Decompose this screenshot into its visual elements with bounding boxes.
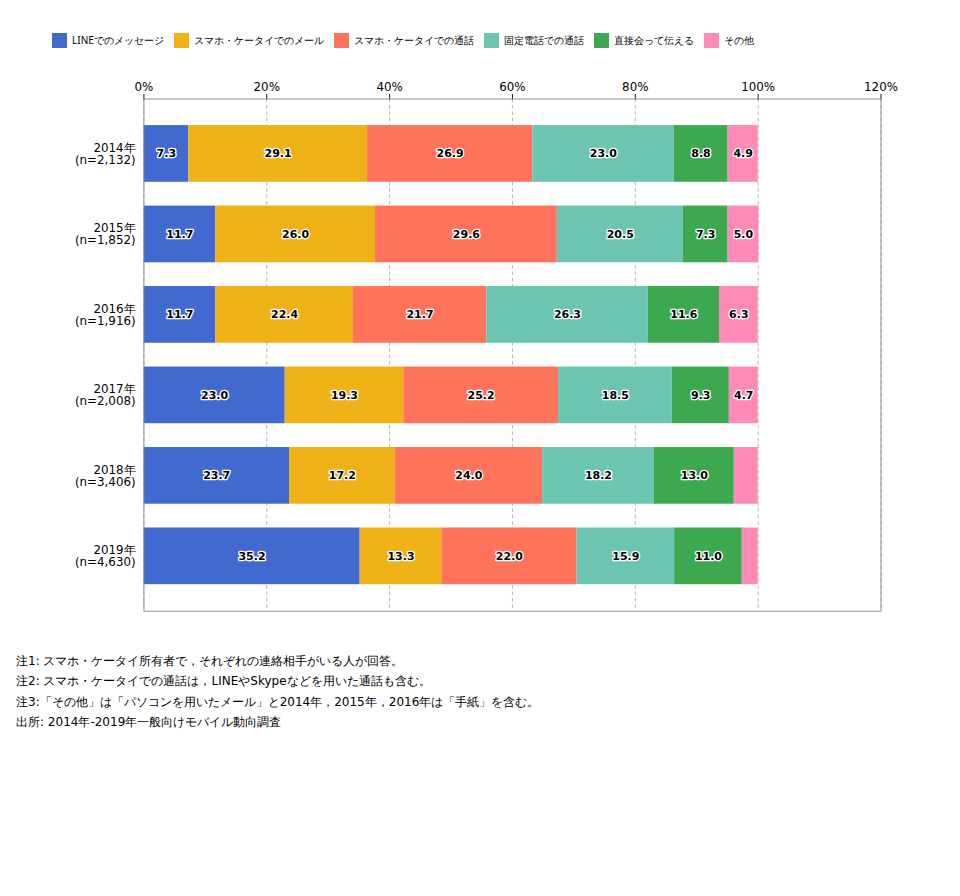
svg-text:18.2: 18.2 [585,469,612,482]
html-text:スマホ・ケータイでのメール: スマホ・ケータイでのメール [193,33,324,47]
svg-text:9.3: 9.3 [691,389,710,402]
svg-text:11.7: 11.7 [166,228,193,241]
svg-text:20%: 20% [254,80,280,94]
svg-text:0%: 0% [134,80,153,94]
svg-text:23.7: 23.7 [203,469,230,482]
svg-text:17.2: 17.2 [329,469,356,482]
svg-text:40%: 40% [376,80,402,94]
html-text:固定電話での通話: 固定電話での通話 [503,33,584,47]
svg-text:2016年(n=1,916): 2016年(n=1,916) [75,302,136,328]
svg-text:22.4: 22.4 [271,308,298,321]
svg-text:2019年(n=4,630): 2019年(n=4,630) [75,543,136,569]
html-text:LINEでのメッセージ: LINEでのメッセージ [72,33,164,47]
svg-text:11.7: 11.7 [166,308,193,321]
svg-text:18.5: 18.5 [602,389,629,402]
svg-text:60%: 60% [499,80,525,94]
svg-text:100%: 100% [741,80,775,94]
html-text:スマホ・ケータイでの通話: スマホ・ケータイでの通話 [353,33,474,47]
svg-text:2015年(n=1,852): 2015年(n=1,852) [75,221,136,247]
svg-text:13.0: 13.0 [681,469,708,482]
svg-text:2018年(n=3,406): 2018年(n=3,406) [75,463,136,489]
svg-text:26.9: 26.9 [437,147,464,160]
svg-text:4.7: 4.7 [734,389,753,402]
svg-text:11.0: 11.0 [695,550,722,563]
svg-text:25.2: 25.2 [468,389,495,402]
svg-text:35.2: 35.2 [238,550,265,563]
svg-text:2014年(n=2,132): 2014年(n=2,132) [75,141,136,167]
svg-text:13.3: 13.3 [387,550,414,563]
svg-text:24.0: 24.0 [455,469,482,482]
svg-text:15.9: 15.9 [612,550,639,563]
svg-text:23.0: 23.0 [590,147,617,160]
html-text:注1: スマホ・ケータイ所有者で，それぞれの連絡相手がいる人: 注1: スマホ・ケータイ所有者で，それぞれの連絡相手がいる人が回答。 [16,654,404,668]
svg-text:8.8: 8.8 [691,147,710,160]
html-text:直接会って伝える: 直接会って伝える [613,33,694,47]
svg-text:11.6: 11.6 [670,308,697,321]
svg-text:22.0: 22.0 [496,550,523,563]
svg-text:19.3: 19.3 [331,389,358,402]
svg-text:5.0: 5.0 [734,228,754,241]
html-text:注3:「その他」は「パソコンを用いたメール」と2014年，2: 注3:「その他」は「パソコンを用いたメール」と2014年，2015年，2016年… [16,694,540,709]
svg-text:26.3: 26.3 [554,308,581,321]
svg-text:7.3: 7.3 [157,147,176,160]
html-text:注2: スマホ・ケータイでの通話は，LINEやSkypeなど: 注2: スマホ・ケータイでの通話は，LINEやSkypeなどを用いた通話も含む。 [16,674,431,689]
html-text:出所: 2014年-2019年一般向けモバイル動向調査: 出所: 2014年-2019年一般向けモバイル動向調査 [16,715,282,730]
svg-text:26.0: 26.0 [282,228,309,241]
svg-text:6.3: 6.3 [729,308,748,321]
svg-text:80%: 80% [622,80,648,94]
svg-text:4.9: 4.9 [733,147,752,160]
svg-text:2017年(n=2,008): 2017年(n=2,008) [75,382,136,408]
svg-text:120%: 120% [864,80,898,94]
svg-text:20.5: 20.5 [607,228,634,241]
svg-text:29.1: 29.1 [265,147,292,160]
html-text:その他: その他 [723,33,754,47]
svg-text:7.3: 7.3 [696,228,715,241]
svg-text:21.7: 21.7 [406,308,433,321]
svg-text:29.6: 29.6 [453,228,480,241]
svg-text:23.0: 23.0 [201,389,228,402]
